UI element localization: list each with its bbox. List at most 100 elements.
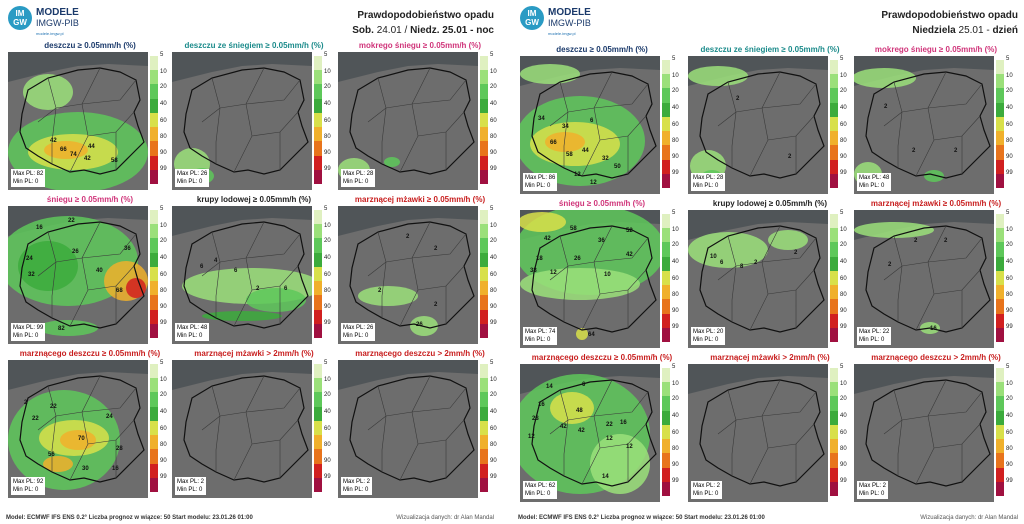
color-scale (996, 214, 1004, 342)
probability-value: 2 (754, 260, 758, 266)
probability-value: 64 (588, 332, 595, 338)
probability-value: 26 (416, 322, 423, 328)
probability-value: 16 (36, 225, 43, 231)
scale-label: 5 (160, 206, 164, 212)
scale-label: 40 (324, 255, 331, 261)
scale-label: 10 (840, 73, 847, 79)
scale-label: 90 (1006, 308, 1013, 314)
scale-segment (662, 453, 670, 468)
scale-label: 60 (1006, 276, 1013, 282)
scale-label: 99 (1006, 324, 1013, 330)
color-scale (662, 214, 670, 342)
scale-label: 5 (324, 360, 328, 366)
scale-segment (830, 424, 838, 440)
scale-segment (480, 84, 488, 99)
panel-night: IM GW MODELE IMGW-PIB modele.imgw.pl Prawdop… (0, 0, 500, 524)
scale-labels: 5 10 20 40 60 80 90 99 (840, 56, 854, 192)
scale-segment (314, 364, 322, 379)
scale-segment (314, 224, 322, 239)
scale-segment (480, 435, 488, 450)
scale-segment (830, 88, 838, 103)
probability-map: Max PL: 26 Min PL: 0 (172, 52, 312, 190)
scale-labels: 5 10 20 40 60 80 90 99 (490, 206, 504, 342)
probability-value: 2 (434, 246, 438, 252)
stats-box: Max PL: 26 Min PL: 0 (341, 323, 376, 341)
region-borders (549, 379, 649, 485)
scale-label: 80 (324, 288, 331, 294)
scale-label: 80 (490, 288, 497, 294)
color-scale (150, 56, 158, 184)
probability-value: 2 (794, 250, 798, 256)
scale-label: 5 (324, 52, 328, 58)
min-value: Min PL: 0 (693, 491, 719, 497)
baltic-sea (520, 56, 660, 86)
map-title: marznącego deszczu ≥ 0.05mm/h (%) (531, 353, 673, 362)
map-title: śniegu ≥ 0.05mm/h (%) (558, 199, 646, 208)
scale-segment (480, 98, 488, 113)
scale-segment (662, 214, 670, 229)
scale-label: 20 (490, 238, 497, 244)
map-svg (8, 206, 148, 336)
header-title: Prawdopodobieństwo opadu (881, 10, 1018, 21)
probability-value: 42 (50, 138, 57, 144)
scale-label: 80 (1006, 446, 1013, 452)
poland-border (183, 375, 309, 483)
scale-label: 60 (672, 276, 679, 282)
scale-label: 90 (160, 458, 167, 464)
scale-segment (480, 155, 488, 170)
poland-border (183, 221, 309, 329)
probability-value: 50 (614, 164, 621, 170)
scale-segment (662, 145, 670, 160)
scale-label: 40 (1006, 259, 1013, 265)
probability-value: 18 (536, 256, 543, 262)
poland-border (19, 375, 145, 483)
region-borders (201, 221, 301, 327)
probability-value: 16 (538, 402, 545, 408)
map-cell: marznącej mżawki > 2mm/h (%) Max PL: 2 Min… (172, 348, 336, 498)
scale-segment (662, 270, 670, 286)
color-scale (830, 214, 838, 342)
scale-label: 5 (490, 206, 494, 212)
poland-border (699, 71, 825, 179)
scale-segment (480, 169, 488, 184)
scale-label: 80 (160, 134, 167, 140)
scale-segment (996, 396, 1004, 411)
scale-segment (314, 281, 322, 296)
scale-segment (662, 327, 670, 342)
scale-label: 80 (672, 138, 679, 144)
scale-segment (662, 116, 670, 132)
scale-label: 99 (160, 474, 167, 480)
probability-value: 2 (954, 148, 958, 154)
scale-segment (996, 145, 1004, 160)
probability-area (38, 320, 98, 336)
map-svg (172, 360, 312, 483)
brand-subtitle: IMGW-PIB (36, 18, 79, 28)
probability-area (590, 434, 650, 494)
scale-segment (830, 481, 838, 496)
scale-label: 99 (324, 166, 331, 172)
scale-label: 10 (1006, 73, 1013, 79)
scale-segment (830, 60, 838, 75)
scale-label: 10 (324, 223, 331, 229)
color-scale (996, 60, 1004, 188)
scale-segment (480, 323, 488, 338)
probability-map: 58 52 42 36 18 26 42 38 12 10 64 Max PL: 74 Min PL: … (520, 210, 660, 348)
scale-label: 10 (1006, 381, 1013, 387)
poland-border (349, 221, 475, 329)
map-title: deszczu ze śniegiem ≥ 0.05mm/h (%) (184, 41, 324, 50)
max-value: Max PL: 2 (693, 483, 721, 489)
poland-border (19, 221, 145, 329)
scale-segment (150, 364, 158, 379)
max-value: Max PL: 26 (177, 171, 208, 177)
map-cell: marznącego deszczu ≥ 0.05mm/h (%) 14 6 16 48… (520, 352, 684, 502)
baltic-sea (172, 360, 312, 390)
probability-value: 74 (70, 152, 77, 158)
scale-label: 60 (840, 276, 847, 282)
map-cell: śniegu ≥ 0.05mm/h (%) 16 22 24 32 26 40 36 68 82 M… (8, 194, 172, 344)
region-borders (549, 225, 649, 331)
scale-segment (480, 295, 488, 310)
map-cell: deszczu ze śniegiem ≥ 0.05mm/h (%) 2 2 Max … (688, 44, 852, 194)
probability-value: 36 (598, 238, 605, 244)
stats-box: Max PL: 92 Min PL: 0 (11, 477, 46, 495)
scale-segment (662, 256, 670, 271)
